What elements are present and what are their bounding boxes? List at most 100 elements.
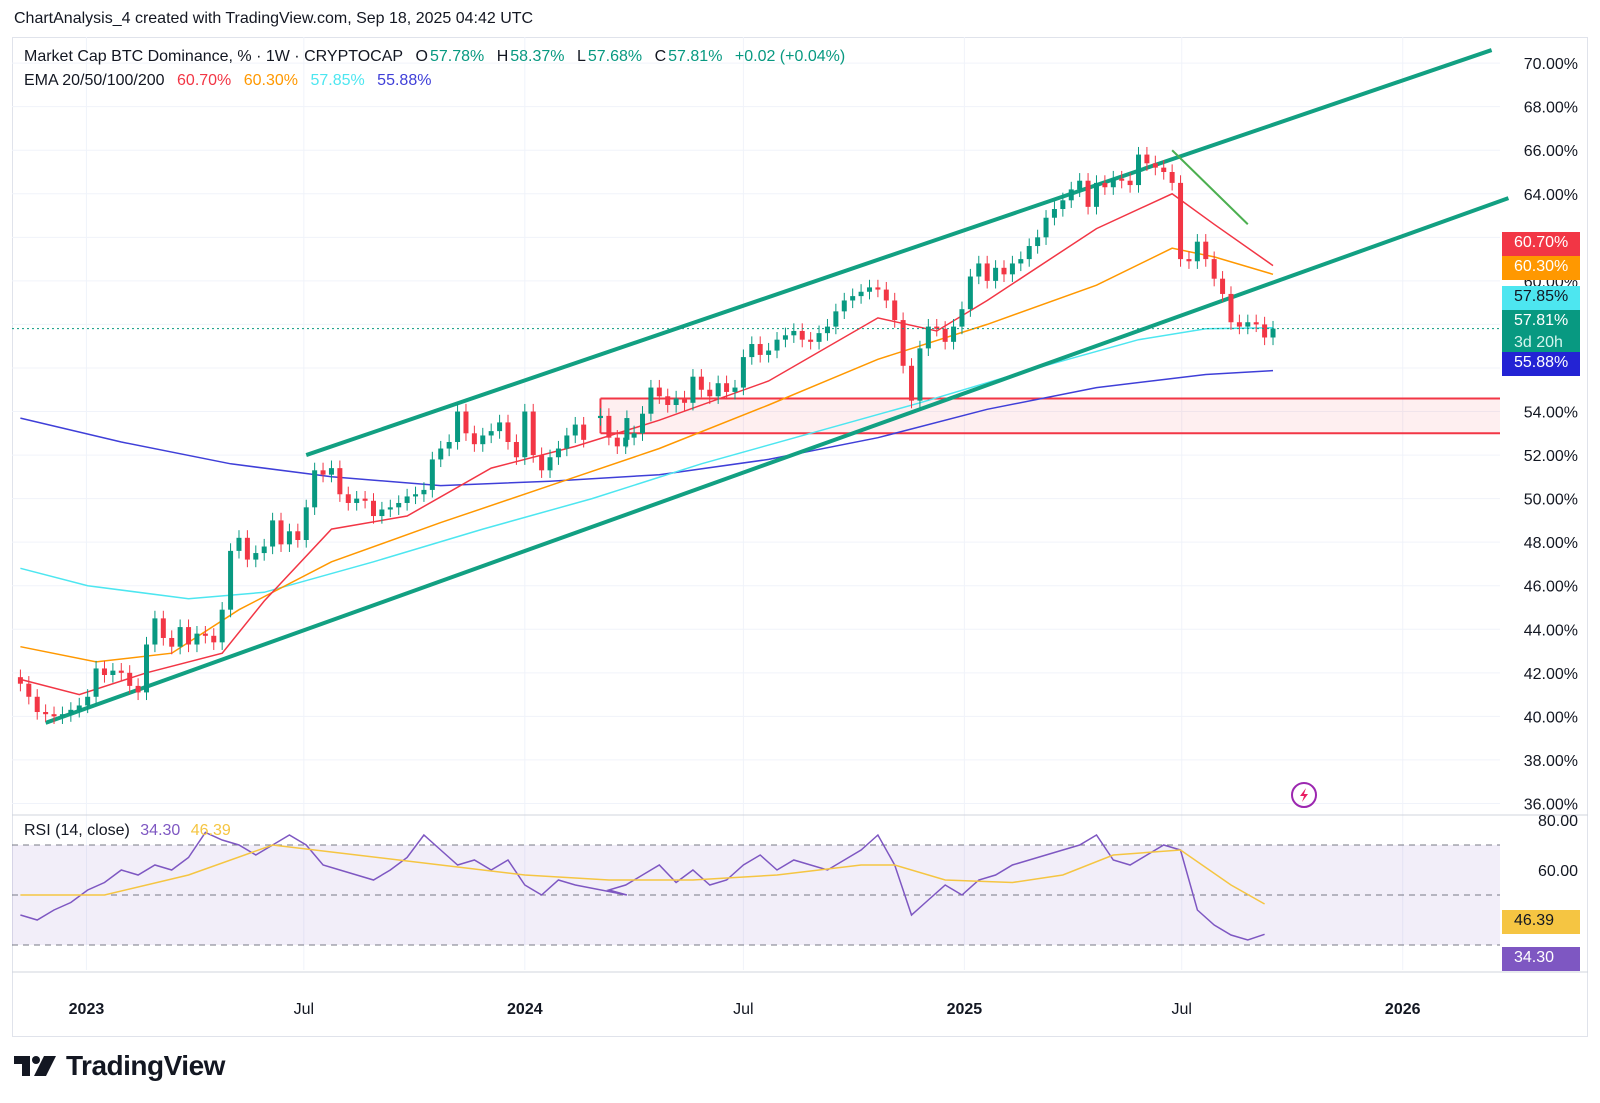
candle-body[interactable] xyxy=(17,677,23,684)
candle-body[interactable] xyxy=(707,389,713,397)
candle-body[interactable] xyxy=(135,685,141,693)
candle-body[interactable] xyxy=(144,644,150,693)
candle-body[interactable] xyxy=(1102,182,1108,188)
candle-body[interactable] xyxy=(68,709,74,715)
candle-body[interactable] xyxy=(202,633,208,636)
candle-body[interactable] xyxy=(624,418,630,440)
candle-body[interactable] xyxy=(1043,217,1049,238)
candle-body[interactable] xyxy=(421,489,427,495)
candle-body[interactable] xyxy=(1085,180,1091,207)
candle-body[interactable] xyxy=(396,502,402,508)
candle-body[interactable] xyxy=(640,413,646,434)
candle-body[interactable] xyxy=(1136,154,1142,186)
candle-body[interactable] xyxy=(152,618,158,645)
candle-body[interactable] xyxy=(1270,328,1276,338)
candle-body[interactable] xyxy=(228,550,234,610)
candle-body[interactable] xyxy=(362,498,368,501)
candle-body[interactable] xyxy=(253,553,259,560)
candle-body[interactable] xyxy=(1236,322,1242,327)
candle-body[interactable] xyxy=(1203,241,1209,260)
candle-body[interactable] xyxy=(724,383,730,392)
candle-body[interactable] xyxy=(1220,278,1226,294)
candle-body[interactable] xyxy=(270,520,276,547)
candle-body[interactable] xyxy=(219,609,225,643)
candle-body[interactable] xyxy=(833,311,839,327)
candle-body[interactable] xyxy=(488,431,494,436)
candle-body[interactable] xyxy=(110,670,116,675)
candle-body[interactable] xyxy=(934,326,940,329)
candle-body[interactable] xyxy=(93,668,99,697)
candle-body[interactable] xyxy=(261,546,267,554)
candle-body[interactable] xyxy=(1228,293,1234,323)
candle-body[interactable] xyxy=(505,422,511,443)
candle-body[interactable] xyxy=(211,635,217,643)
candle-body[interactable] xyxy=(429,459,435,490)
candle-body[interactable] xyxy=(942,328,948,342)
candle-body[interactable] xyxy=(850,296,856,301)
candle-body[interactable] xyxy=(715,383,721,397)
candle-body[interactable] xyxy=(1060,200,1066,210)
candle-body[interactable] xyxy=(51,714,57,717)
candle-body[interactable] xyxy=(1262,324,1268,338)
candle-body[interactable] xyxy=(564,435,570,449)
candle-body[interactable] xyxy=(1009,263,1015,275)
candle-body[interactable] xyxy=(976,263,982,277)
candle-body[interactable] xyxy=(1161,167,1167,173)
candle-body[interactable] xyxy=(169,637,175,647)
candle-body[interactable] xyxy=(858,291,864,297)
candle-body[interactable] xyxy=(34,696,40,713)
candle-body[interactable] xyxy=(539,455,545,471)
candle-body[interactable] xyxy=(194,633,200,645)
candle-body[interactable] xyxy=(118,670,124,673)
candle-body[interactable] xyxy=(993,267,999,281)
candle-body[interactable] xyxy=(1253,322,1259,325)
candle-body[interactable] xyxy=(547,457,553,471)
candle-body[interactable] xyxy=(295,531,301,540)
candle-body[interactable] xyxy=(244,537,250,560)
candle-body[interactable] xyxy=(597,415,603,419)
candle-body[interactable] xyxy=(497,422,503,432)
candle-body[interactable] xyxy=(791,330,797,336)
candle-body[interactable] xyxy=(757,344,763,355)
candle-body[interactable] xyxy=(631,433,637,438)
candle-body[interactable] xyxy=(951,326,957,342)
candle-body[interactable] xyxy=(286,531,292,545)
candle-body[interactable] xyxy=(1035,237,1041,247)
candle-body[interactable] xyxy=(656,387,662,397)
candle-body[interactable] xyxy=(841,300,847,312)
candle-body[interactable] xyxy=(480,435,486,445)
candle-body[interactable] xyxy=(455,411,461,443)
candle-body[interactable] xyxy=(959,309,965,327)
channel-upper-trendline[interactable] xyxy=(305,48,1493,457)
candle-body[interactable] xyxy=(900,320,906,366)
candle-body[interactable] xyxy=(808,339,814,342)
candle-body[interactable] xyxy=(740,357,746,388)
candle-body[interactable] xyxy=(1194,241,1200,262)
candle-body[interactable] xyxy=(749,344,755,358)
candle-body[interactable] xyxy=(606,415,612,438)
candle-body[interactable] xyxy=(160,618,166,638)
candle-body[interactable] xyxy=(875,287,881,290)
candle-body[interactable] xyxy=(379,509,385,517)
candle-body[interactable] xyxy=(278,520,284,545)
candle-body[interactable] xyxy=(866,287,872,292)
candle-body[interactable] xyxy=(581,424,587,440)
candle-body[interactable] xyxy=(1186,259,1192,262)
candle-body[interactable] xyxy=(1068,189,1074,201)
candle-body[interactable] xyxy=(572,424,578,436)
candle-body[interactable] xyxy=(690,376,696,403)
candle-body[interactable] xyxy=(413,494,419,497)
candle-body[interactable] xyxy=(1110,178,1116,188)
candle-body[interactable] xyxy=(127,672,133,686)
candle-body[interactable] xyxy=(471,433,477,445)
candle-body[interactable] xyxy=(799,330,805,340)
tradingview-logo[interactable]: TradingView xyxy=(14,1050,225,1082)
candle-body[interactable] xyxy=(967,276,973,310)
candle-body[interactable] xyxy=(1178,182,1184,260)
candle-body[interactable] xyxy=(186,627,192,645)
candle-body[interactable] xyxy=(766,350,772,355)
candle-body[interactable] xyxy=(177,627,183,647)
candle-body[interactable] xyxy=(370,500,376,517)
candle-body[interactable] xyxy=(463,411,469,434)
